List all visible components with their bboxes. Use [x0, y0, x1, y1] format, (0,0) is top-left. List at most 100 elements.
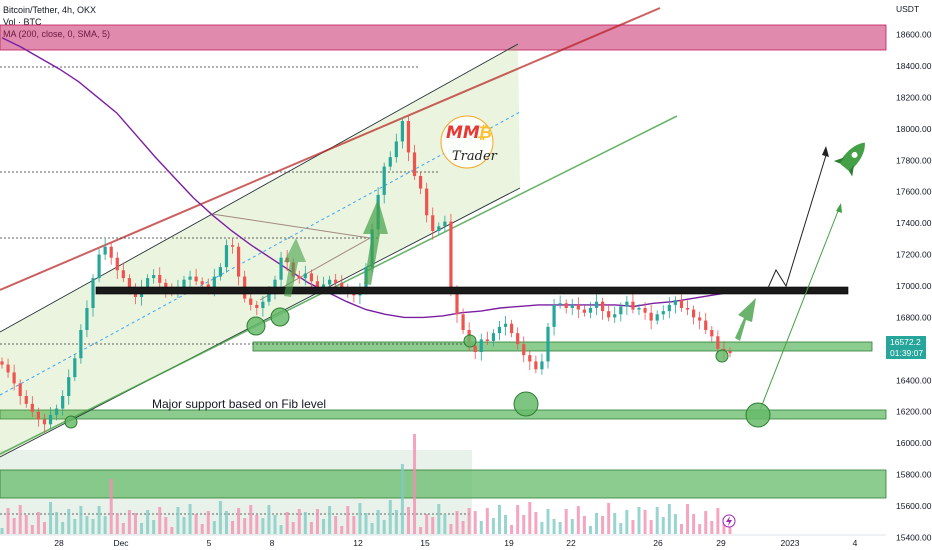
volume-bar — [607, 503, 611, 534]
candle — [36, 411, 40, 420]
candle — [18, 383, 22, 396]
volume-bar — [358, 503, 362, 534]
volume-bar — [237, 508, 241, 534]
projection-path[interactable] — [767, 151, 828, 289]
candle — [419, 176, 423, 189]
candle — [91, 278, 95, 308]
triangle-pattern[interactable] — [211, 213, 372, 301]
channel-upper-line[interactable] — [0, 43, 519, 333]
candle — [716, 336, 720, 349]
projection-arrowhead-alt — [836, 203, 842, 213]
candle — [631, 301, 635, 310]
volume-bar — [673, 514, 677, 534]
volume-bar — [516, 505, 520, 534]
candle — [425, 188, 429, 216]
candle — [704, 320, 708, 330]
price-axis-background — [886, 0, 932, 550]
resistance-level[interactable] — [95, 286, 849, 295]
volume-bar — [255, 515, 259, 534]
candle — [412, 152, 417, 176]
volume-bar — [467, 508, 471, 534]
green-arrow-projection[interactable] — [735, 298, 756, 341]
volume-bar — [455, 511, 459, 534]
support-zone[interactable] — [252, 341, 873, 352]
volume-bar — [200, 524, 204, 534]
green-arrow-up-small[interactable] — [284, 238, 306, 297]
green-arrow-up[interactable] — [363, 199, 388, 285]
volume-bar — [485, 508, 489, 534]
volume-legend[interactable]: Vol · BTC — [3, 17, 42, 27]
svg-text:Trader: Trader — [452, 149, 498, 164]
volume-bar — [649, 520, 653, 534]
support-annotation[interactable]: Major support based on Fib level — [152, 397, 326, 411]
volume-bar — [419, 527, 423, 534]
volume-bar — [552, 519, 556, 534]
candle — [188, 276, 192, 280]
volume-bar — [710, 521, 714, 534]
volume-bar — [164, 517, 168, 534]
demand-zone[interactable] — [0, 469, 887, 499]
candle — [698, 317, 702, 321]
candle — [552, 304, 556, 327]
candle — [479, 339, 483, 352]
lightning-icon[interactable] — [722, 514, 736, 528]
candle — [218, 267, 222, 277]
volume-bar — [413, 434, 417, 534]
volume-bar — [243, 518, 247, 534]
time-axis-ticks: 28 Dec 5 8 12 15 19 22 26 29 2023 4 — [54, 538, 857, 548]
candle — [109, 246, 113, 258]
volume-bar — [49, 502, 53, 534]
volume-bar — [692, 514, 696, 534]
candle — [249, 298, 253, 305]
countdown-box — [886, 348, 926, 359]
candle — [115, 257, 119, 271]
candle — [85, 308, 89, 330]
volume-bar — [206, 511, 210, 534]
price-tick-label: 16200.00 — [896, 407, 932, 417]
volume-bar — [109, 479, 113, 534]
volume-bar — [61, 522, 65, 534]
candle — [97, 254, 101, 279]
chart-title[interactable]: Bitcoin/Tether, 4h, OKX — [3, 5, 97, 15]
price-tick-label: 18400.00 — [896, 61, 932, 71]
green-trendline[interactable] — [0, 115, 678, 455]
candle — [79, 330, 83, 359]
touch-circles[interactable] — [64, 307, 771, 429]
fib-support-zone[interactable] — [0, 409, 887, 420]
volume-bar — [528, 502, 532, 534]
candle — [309, 273, 313, 282]
volume-bar — [103, 516, 107, 534]
volume-bars — [0, 434, 732, 534]
candle — [212, 276, 216, 288]
volume-bar — [73, 519, 77, 534]
candle — [340, 282, 344, 288]
candle — [158, 275, 162, 283]
time-tick-label: 8 — [270, 538, 275, 548]
channel-midline — [0, 111, 521, 396]
red-trendline[interactable] — [0, 7, 661, 291]
candle — [473, 345, 477, 352]
volume-bar — [176, 507, 180, 534]
candle — [164, 282, 168, 290]
candle — [182, 279, 186, 288]
volume-bar — [425, 514, 429, 534]
candle — [655, 314, 659, 321]
last-price-box — [886, 336, 926, 348]
price-tick-label: 15400.00 — [896, 532, 932, 542]
time-tick-label: 15 — [420, 538, 430, 548]
candle — [400, 121, 404, 142]
price-tick-label: 17200.00 — [896, 250, 932, 260]
volume-bar — [218, 501, 222, 534]
candle — [6, 364, 10, 373]
candle — [303, 273, 307, 279]
projection-path-alt[interactable] — [759, 205, 841, 411]
volume-bar — [394, 510, 398, 534]
volume-bar — [30, 525, 34, 534]
volume-bar — [564, 509, 568, 534]
volume-bar — [170, 527, 174, 534]
supply-zone[interactable] — [0, 24, 887, 51]
time-tick-label: 4 — [853, 538, 858, 548]
price-axis-ticks: 18600.00 18400.00 18200.00 18000.00 17800.00… — [896, 30, 932, 543]
volume-bar — [491, 518, 495, 534]
